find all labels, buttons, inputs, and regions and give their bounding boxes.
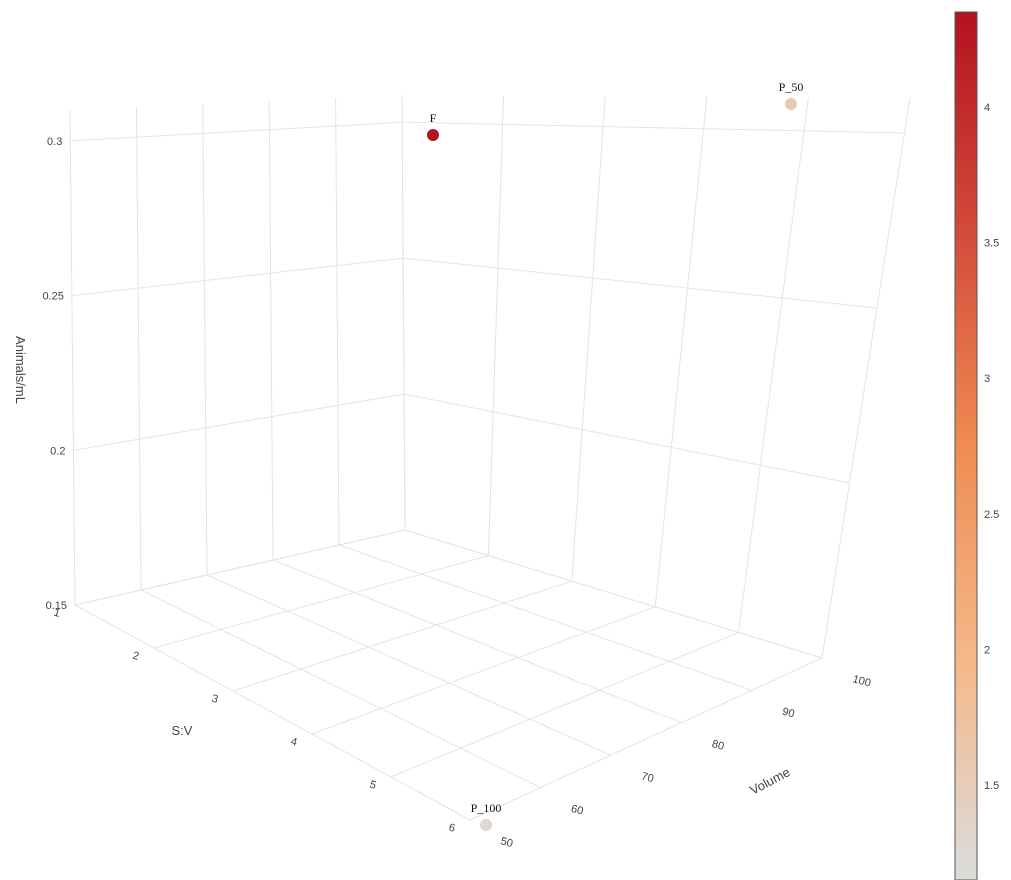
- colorbar-tick-label: 4: [984, 102, 990, 114]
- x-tick-label: 1: [52, 607, 61, 620]
- colorbar-tick-label: 3.5: [984, 238, 999, 250]
- wall-gridline-y: [69, 109, 76, 606]
- colorbar-tick-label: 3: [984, 373, 990, 385]
- data-point: [785, 98, 797, 110]
- colorbar-tick-label: 2: [984, 644, 990, 656]
- y-axis-title: Volume: [747, 764, 792, 798]
- wall-gridline-z: [74, 529, 406, 606]
- colorbar-tick-label: 1.5: [984, 780, 999, 792]
- wall-gridline-y: [135, 106, 142, 591]
- z-tick-label: 0.25: [42, 291, 63, 303]
- x-tick-label: 4: [289, 736, 298, 749]
- wall-gridline-x: [821, 97, 911, 659]
- z-tick-label: 0.15: [46, 600, 67, 612]
- colorbar: 1.5 2 2.5 3 3.5 4: [954, 11, 999, 880]
- wall-gridline-z: [403, 393, 850, 484]
- wall-gridline-z: [402, 121, 905, 134]
- z-axis-title: Animals/mL: [13, 336, 28, 404]
- floor-gridline-x: [390, 631, 739, 778]
- data-point-label: P_50: [779, 80, 804, 94]
- y-tick-label: 50: [499, 835, 514, 850]
- x-axis-title: S:V: [172, 723, 193, 738]
- wall-gridline-z: [73, 393, 405, 451]
- x-tick-label: 2: [131, 650, 140, 663]
- wall-gridline-z: [71, 257, 404, 297]
- floor-gridline-y: [206, 574, 612, 756]
- floor-gridline-y: [74, 604, 471, 821]
- wall-gridline-x: [571, 96, 606, 582]
- x-tick-label: 6: [447, 822, 456, 835]
- floor-gridline-y: [140, 589, 541, 789]
- y-tick-label: 100: [851, 673, 872, 689]
- wall-gridline-x: [401, 94, 406, 531]
- floor-gridline-y: [338, 544, 752, 691]
- data-point-label: F: [430, 111, 437, 125]
- data-points: F P_50 P_100: [427, 80, 803, 831]
- y-tick-label: 60: [570, 803, 585, 818]
- colorbar-gradient: [954, 11, 978, 880]
- axis-ticks: 0.15 0.2 0.25 0.3 1 2 3 4 5 6 50 60 70 80 90 100: [42, 136, 872, 850]
- y-tick-label: 90: [781, 706, 796, 721]
- wall-gridline-x: [738, 97, 809, 633]
- data-point-label: P_100: [471, 801, 502, 815]
- colorbar-tick-label: 2.5: [984, 509, 999, 521]
- floor-gridline-x: [153, 555, 489, 649]
- wall-gridline-z: [404, 529, 823, 659]
- floor-gridline-x: [469, 657, 823, 821]
- wall-gridline-x: [487, 95, 505, 556]
- floor-gridline-x: [311, 606, 656, 735]
- y-tick-label: 80: [710, 738, 725, 753]
- colorbar-ticks: 1.5 2 2.5 3 3.5 4: [984, 102, 999, 792]
- wall-gridline-z: [70, 121, 403, 142]
- wall-gridline-x: [654, 96, 708, 607]
- grid-lines: [69, 94, 911, 821]
- floor-gridline-y: [272, 559, 682, 724]
- y-tick-label: 70: [640, 771, 655, 786]
- wall-gridline-z: [403, 257, 878, 309]
- data-point: [480, 819, 492, 831]
- data-point: [427, 129, 439, 141]
- wall-gridline-y: [268, 100, 274, 561]
- z-tick-label: 0.2: [50, 445, 65, 457]
- floor-gridline-x: [232, 580, 572, 692]
- z-tick-label: 0.3: [47, 136, 62, 148]
- wall-gridline-y: [335, 97, 340, 546]
- x-tick-label: 5: [368, 779, 377, 792]
- wall-gridline-y: [202, 103, 208, 576]
- x-tick-label: 3: [210, 693, 219, 706]
